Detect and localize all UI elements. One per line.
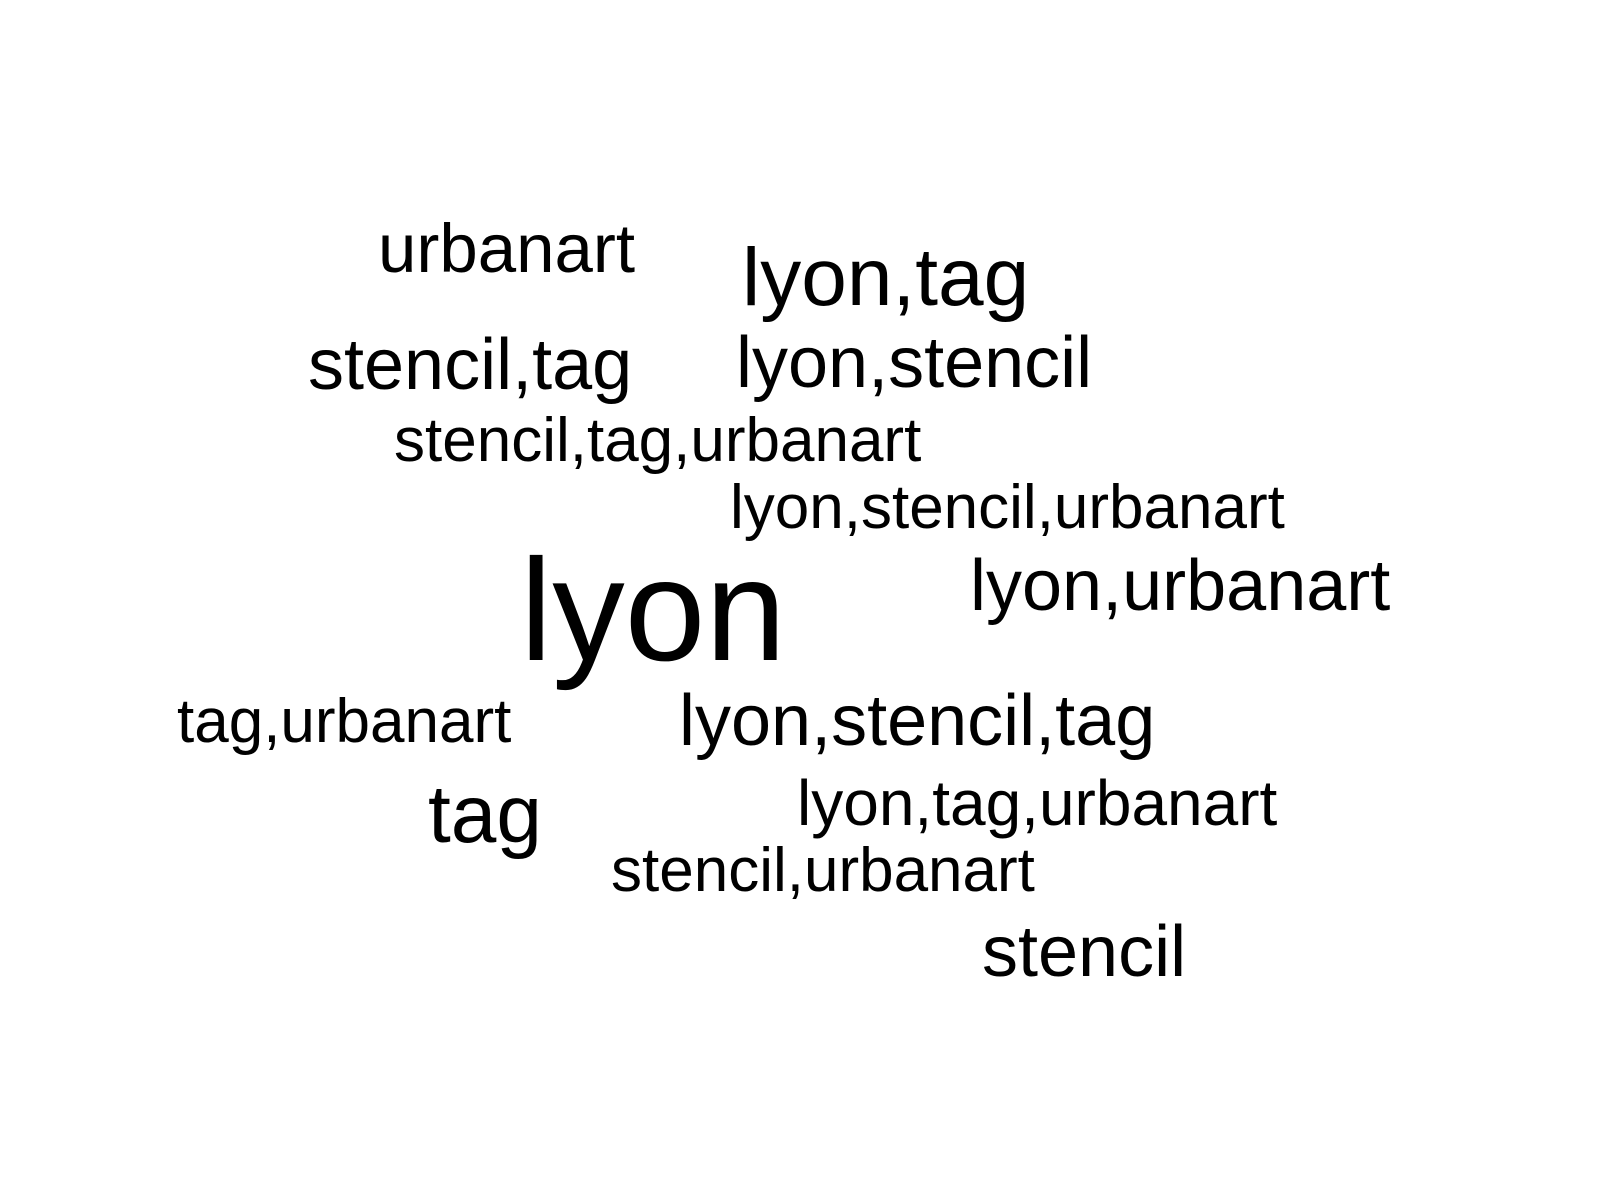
cloud-word: stencil,tag,urbanart <box>394 406 922 475</box>
cloud-word: lyon,stencil,tag <box>679 681 1156 761</box>
cloud-word: lyon,stencil,urbanart <box>730 473 1285 542</box>
cloud-word: stencil <box>982 912 1187 992</box>
cloud-word: stencil,tag <box>308 325 633 405</box>
cloud-word: lyon <box>520 529 786 691</box>
cloud-word: tag,urbanart <box>177 687 512 756</box>
cloud-word: lyon,stencil <box>736 323 1093 403</box>
cloud-word: lyon,urbanart <box>970 546 1391 626</box>
cloud-word: tag <box>428 769 542 860</box>
cloud-word: stencil,urbanart <box>611 836 1035 905</box>
cloud-word: urbanart <box>378 210 635 287</box>
cloud-word: lyon,tag <box>742 232 1030 323</box>
cloud-word: lyon,tag,urbanart <box>797 767 1278 839</box>
